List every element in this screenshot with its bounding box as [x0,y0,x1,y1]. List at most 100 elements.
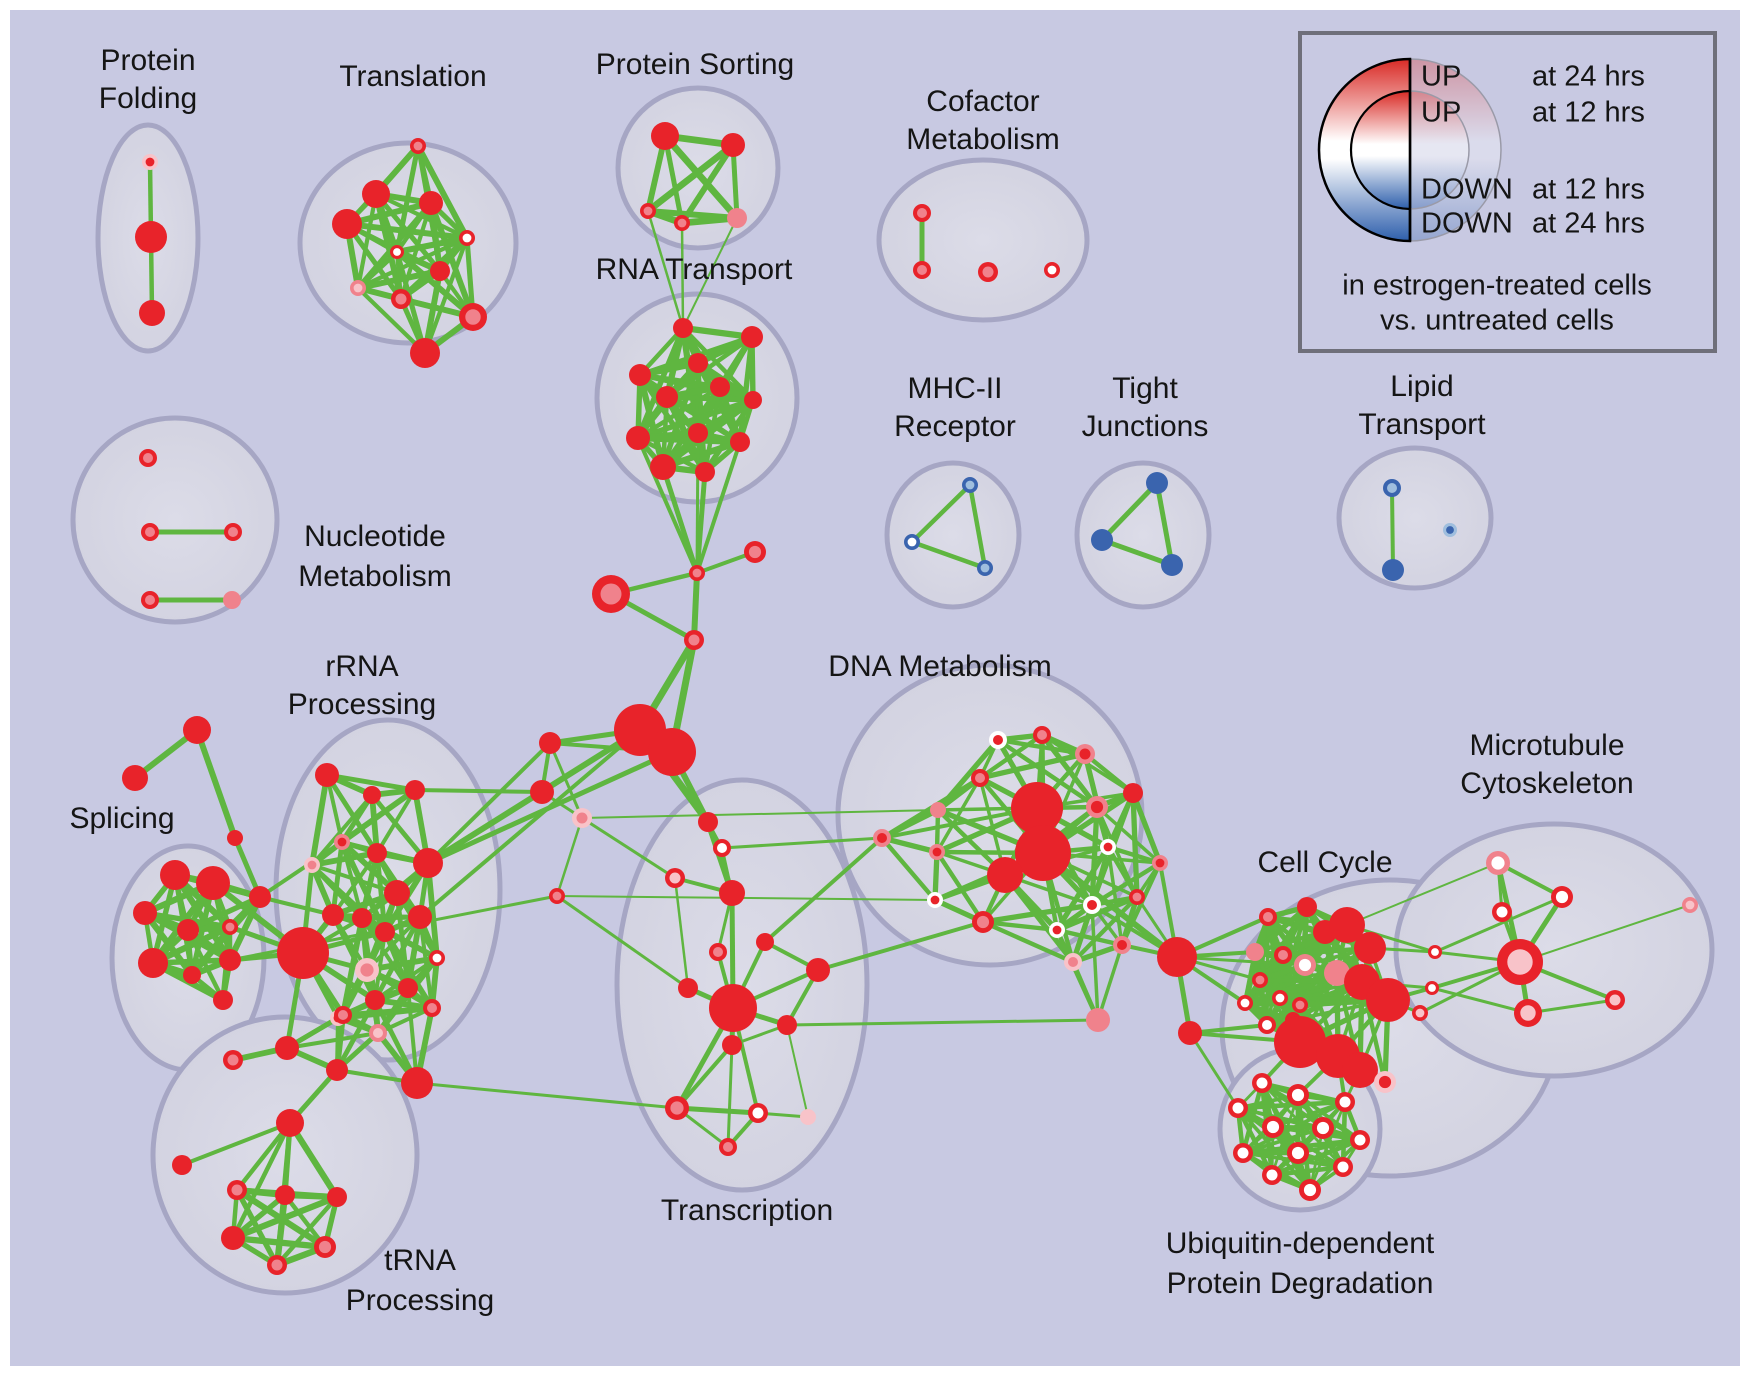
network-node-outer-nm [223,591,241,609]
network-node-inner-ub [1256,1077,1268,1089]
network-edge [880,836,937,902]
cluster-label-tl: Translation [339,60,486,93]
network-node-outer-cc [1342,1052,1378,1088]
network-edge [673,877,690,989]
network-node-inner-mt [1431,948,1439,956]
network-node-outer-rt [688,353,708,373]
network-node-inner-rr [432,953,442,963]
legend-time-label: at 24 hrs [1532,208,1645,240]
network-node-inner-ub [1303,1183,1317,1197]
network-edge [1519,904,1691,963]
network-node-inner-sp [225,922,235,932]
network-edge [1154,482,1175,566]
network-node-inner-dm [1132,892,1142,902]
network-node-inner-dm [1068,957,1078,967]
cluster-label-pf: Protein [100,44,195,77]
network-edge [676,1105,759,1116]
cluster-label-mt: Cytoskeleton [1460,767,1633,800]
network-edge [181,1121,291,1167]
network-edge [1271,1164,1344,1178]
cluster-ellipse-lt [1336,445,1494,591]
network-edge [682,217,738,329]
cluster-label-tj: Junctions [1082,410,1209,443]
cluster-label-tj: Tight [1112,372,1178,405]
network-node-inner-dm [1079,748,1091,760]
network-edge [330,841,345,916]
cluster-label-nm: Metabolism [298,560,451,593]
network-node-inner-mt [1520,1005,1536,1021]
network-node-outer-rt [710,377,730,397]
network-edge [548,742,584,819]
network-edge [730,144,740,219]
network-edge [1106,846,1124,946]
network-node-inner-lt [1387,483,1397,493]
network-edge [786,1024,809,1118]
network-node-outer-rr [405,780,425,800]
network-node-inner-cf [982,266,994,278]
network-node-outer-rr [408,905,432,929]
network-node-outer-rt [673,318,693,338]
network-node-outer-tl [419,191,443,215]
network-edge [978,733,1044,780]
network-node-outer-pf [135,221,167,253]
network-node-outer-sp [249,886,271,908]
network-edge [637,397,754,441]
network-node-inner-mt [1415,1008,1425,1018]
network-node-inner-mh [980,563,990,573]
network-node-inner-tx [723,1142,733,1152]
network-edge [702,398,756,474]
network-node-outer-tn [221,1226,245,1250]
legend-box [1298,31,1717,353]
network-node-outer-pf [139,300,165,326]
network-node-inner-cc [1262,1020,1272,1030]
network-node-outer-net [183,716,211,744]
network-edge [935,777,982,853]
network-edge [194,729,238,839]
network-edge [662,135,685,224]
cluster-label-ub: Ubiquitin-dependent [1166,1227,1435,1260]
network-node-inner-net [576,812,588,824]
cluster-label-lt: Transport [1358,408,1486,441]
legend-direction-label: UP [1421,61,1461,93]
network-edge [326,772,416,793]
network-node-inner-cf [917,208,927,218]
network-edge [982,919,1074,965]
network-node-outer-rr [401,1067,433,1099]
network-node-inner-tx [713,947,723,957]
network-node-inner-ps [643,206,653,216]
network-node-inner-dm [993,735,1003,745]
cluster-label-mt: Microtubule [1469,729,1624,762]
network-node-inner-tl [353,283,363,293]
network-node-outer-net [539,732,561,754]
network-edge [342,1005,433,1018]
network-edge [331,851,379,917]
network-node-inner-dm [1052,925,1062,935]
network-edge [679,143,736,225]
network-edge [1100,481,1159,542]
network-edge [418,728,642,919]
network-node-outer-lt [1382,559,1404,581]
network-node-outer-rr [322,904,344,926]
cluster-label-lt: Lipid [1390,370,1453,403]
network-node-inner-rr [307,860,317,870]
network-node-inner-net [600,583,622,605]
network-edge [581,809,939,819]
network-edge [1390,487,1395,571]
network-node-inner-tx [717,843,727,853]
network-edge [982,902,1093,925]
network-node-inner-tn [318,1240,332,1254]
cluster-label-rt: RNA Transport [596,253,793,286]
network-node-inner-nm [145,595,155,605]
network-edge [637,434,741,446]
network-node-outer-rr [384,880,410,906]
network-edge [817,920,984,972]
network-edge [636,385,722,440]
network-edge [1244,963,1306,1005]
network-node-inner-dm [1090,800,1104,814]
network-node-outer-rr [326,1059,348,1081]
network-node-outer-net [227,830,243,846]
network-edge [1083,752,1135,795]
network-edge [142,911,195,977]
network-edge [1244,1000,1301,1008]
network-edge [426,741,552,865]
